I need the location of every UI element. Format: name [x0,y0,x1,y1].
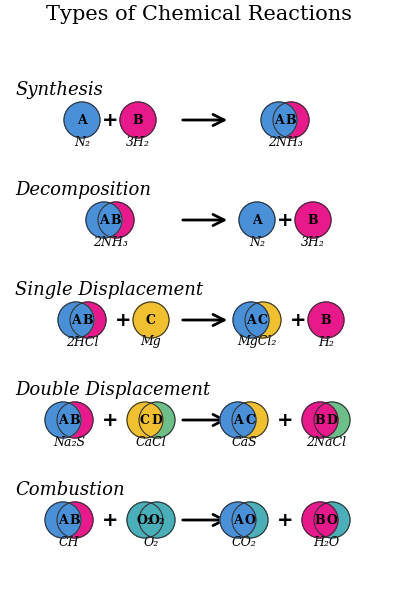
Text: O₂: O₂ [137,514,153,527]
Circle shape [245,302,281,338]
Circle shape [233,302,269,338]
Circle shape [57,502,93,538]
Circle shape [261,102,297,138]
Text: B: B [83,313,93,326]
Text: C: C [245,413,255,427]
Text: A: A [274,113,284,127]
Text: +: + [277,211,293,229]
Text: Double Displacement: Double Displacement [15,381,210,399]
Text: B: B [133,113,143,127]
Text: B: B [70,413,80,427]
Circle shape [57,402,93,438]
Circle shape [295,202,331,238]
Text: +: + [102,110,118,130]
Circle shape [45,502,81,538]
Text: MgCl₂: MgCl₂ [237,335,277,349]
Text: A: A [99,214,109,226]
Text: +: + [277,410,293,430]
Text: A: A [233,413,243,427]
Circle shape [139,502,175,538]
Circle shape [314,402,350,438]
Text: O₂: O₂ [149,514,165,527]
Text: D: D [152,413,162,427]
Circle shape [220,402,256,438]
Circle shape [127,502,163,538]
Text: B: B [308,214,318,226]
Text: 2NaCl: 2NaCl [306,436,346,449]
Text: Na₂S: Na₂S [53,436,85,449]
Circle shape [302,402,338,438]
Circle shape [273,102,309,138]
Circle shape [308,302,344,338]
Circle shape [133,302,169,338]
Text: Single Displacement: Single Displacement [15,281,203,299]
Text: +: + [115,311,131,329]
Text: O: O [326,514,338,527]
Text: 2HCl: 2HCl [66,335,98,349]
Text: Mg: Mg [140,335,161,349]
Text: A: A [77,113,87,127]
Text: B: B [321,313,331,326]
Circle shape [58,302,94,338]
Text: A: A [71,313,81,326]
Text: B: B [315,514,325,527]
Circle shape [220,502,256,538]
Text: +: + [102,511,118,529]
Text: B: B [111,214,121,226]
Text: 2NH₃: 2NH₃ [268,136,302,148]
Circle shape [120,102,156,138]
Text: 2NH₃: 2NH₃ [93,235,127,248]
Text: B: B [315,413,325,427]
Text: C: C [146,313,156,326]
Text: CH: CH [59,535,79,548]
Text: Synthesis: Synthesis [15,81,103,99]
Circle shape [70,302,106,338]
Text: C: C [258,313,268,326]
Text: Decomposition: Decomposition [15,181,151,199]
Circle shape [232,502,268,538]
Text: 3H₂: 3H₂ [301,235,325,248]
Circle shape [64,102,100,138]
Text: Combustion: Combustion [15,481,124,499]
Text: N₂: N₂ [74,136,90,148]
Circle shape [232,402,268,438]
Text: N₂: N₂ [249,235,265,248]
Text: H₂O: H₂O [313,535,339,548]
Circle shape [98,202,134,238]
Text: A: A [58,514,68,527]
Text: H₂: H₂ [318,335,334,349]
Circle shape [127,402,163,438]
Text: A: A [252,214,262,226]
Text: O₂: O₂ [143,535,159,548]
Text: CaS: CaS [231,436,257,449]
Circle shape [302,502,338,538]
Text: 3H₂: 3H₂ [126,136,150,148]
Circle shape [86,202,122,238]
Text: CO₂: CO₂ [231,535,257,548]
Circle shape [45,402,81,438]
Circle shape [314,502,350,538]
Circle shape [239,202,275,238]
Text: +: + [290,311,306,329]
Text: D: D [326,413,338,427]
Text: A: A [246,313,256,326]
Text: A: A [233,514,243,527]
Text: B: B [70,514,80,527]
Text: A: A [58,413,68,427]
Text: B: B [286,113,296,127]
Text: C: C [140,413,150,427]
Text: O: O [245,514,255,527]
Circle shape [139,402,175,438]
Text: +: + [102,410,118,430]
Text: +: + [277,511,293,529]
Text: CaCl: CaCl [136,436,166,449]
Text: Types of Chemical Reactions: Types of Chemical Reactions [46,5,352,25]
